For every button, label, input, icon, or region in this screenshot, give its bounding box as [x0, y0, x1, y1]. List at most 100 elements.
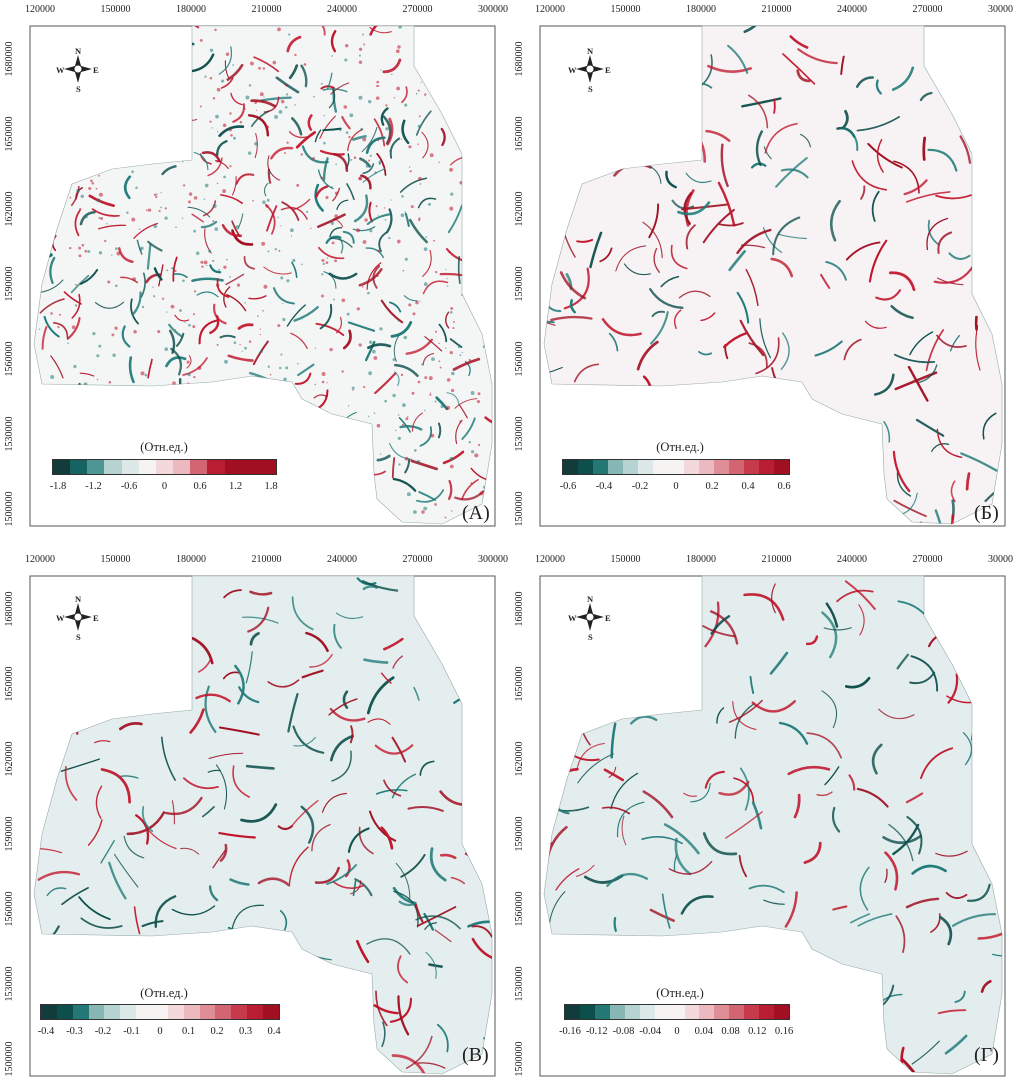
lineament — [549, 891, 566, 923]
lineament — [328, 698, 358, 716]
lineament — [950, 480, 956, 503]
lineament — [352, 135, 367, 141]
lineament — [71, 293, 81, 319]
noise-speckle — [334, 259, 338, 263]
noise-speckle — [151, 362, 153, 365]
lineament — [191, 637, 214, 665]
lineament — [232, 103, 246, 123]
colorbar-segment — [624, 1005, 640, 1019]
lineament — [301, 669, 324, 679]
lineament — [413, 686, 420, 701]
lineament — [225, 273, 245, 286]
noise-speckle — [402, 269, 405, 272]
colorbar-segment — [759, 1005, 775, 1019]
lineament — [653, 247, 661, 273]
lineament — [575, 864, 595, 877]
noise-speckle — [204, 75, 207, 78]
colorbar-segment — [120, 1005, 137, 1019]
lineament — [226, 63, 244, 81]
lineament — [909, 671, 936, 685]
noise-speckle — [286, 141, 289, 144]
lineament — [665, 170, 677, 189]
lineament — [291, 261, 298, 279]
lineament — [329, 227, 343, 238]
noise-speckle — [409, 170, 412, 173]
lineament — [329, 734, 354, 762]
noise-speckle — [245, 95, 250, 100]
lineament — [642, 790, 674, 819]
noise-speckle — [300, 263, 303, 266]
lineament — [864, 320, 887, 329]
lineament — [108, 861, 127, 900]
lineament — [352, 226, 376, 232]
noise-speckle — [182, 161, 184, 163]
colorbar-segment — [247, 1005, 264, 1019]
colorbar-segment — [699, 1005, 715, 1019]
lineament — [728, 250, 746, 272]
noise-speckle — [397, 319, 400, 322]
y-tick-label: 1590000 — [4, 266, 15, 302]
lineament — [394, 371, 400, 386]
lineament — [424, 336, 443, 352]
colorbar-tick-label: -1.2 — [85, 481, 102, 492]
lineament — [366, 938, 411, 955]
noise-speckle — [449, 167, 454, 172]
noise-speckle — [377, 214, 379, 216]
lineament — [926, 217, 949, 251]
lineament — [857, 913, 893, 927]
noise-speckle — [278, 178, 281, 181]
lineament — [750, 162, 767, 169]
lineament — [773, 98, 776, 114]
noise-speckle — [223, 175, 226, 179]
noise-speckle — [84, 217, 87, 219]
lineament — [135, 814, 150, 845]
lineament — [380, 299, 404, 324]
colorbar-tick-label: 0.6 — [777, 481, 791, 492]
lineament — [336, 199, 349, 211]
noise-speckle — [374, 171, 377, 174]
lineament — [982, 412, 997, 440]
noise-speckle — [267, 171, 271, 175]
compass-east: E — [93, 613, 99, 623]
lineament — [678, 290, 711, 299]
noise-speckle — [450, 510, 453, 512]
noise-speckle — [326, 257, 329, 259]
lineament — [844, 580, 876, 610]
lineament — [763, 899, 785, 905]
noise-speckle — [274, 248, 277, 251]
colorbar-segment — [104, 1005, 121, 1019]
noise-speckle — [194, 290, 197, 293]
noise-speckle — [161, 297, 165, 300]
noise-speckle — [262, 200, 266, 204]
lineament — [868, 239, 888, 283]
lineament — [281, 201, 300, 222]
colorbar-segment — [668, 460, 684, 474]
noise-speckle — [138, 228, 141, 230]
lineament — [321, 792, 347, 813]
lineament — [332, 152, 349, 173]
lineament — [823, 627, 852, 631]
lineament — [291, 117, 303, 136]
compass-east: E — [605, 613, 611, 623]
lineament — [439, 272, 464, 277]
noise-speckle — [181, 217, 184, 219]
noise-speckle — [224, 359, 228, 364]
lineament — [720, 143, 729, 188]
panel-label: (Б) — [974, 502, 999, 524]
lineament — [941, 513, 955, 524]
x-tick-label: 150000 — [610, 4, 641, 15]
noise-speckle — [450, 192, 454, 196]
lineament — [389, 137, 401, 159]
noise-speckle — [188, 192, 193, 196]
noise-speckle — [383, 207, 386, 209]
noise-speckle — [197, 366, 202, 371]
colorbar-tick-label: -0.04 — [639, 1026, 662, 1037]
map-panel-c: 120000 150000 180000 210000 240000 270000 3000… — [2, 554, 508, 1079]
lineament — [226, 294, 247, 312]
colorbar-segment — [743, 460, 759, 474]
lineament — [333, 623, 342, 649]
lineament — [890, 305, 914, 320]
x-tick-label: 120000 — [535, 4, 565, 15]
lineament — [896, 653, 910, 670]
lineament — [292, 198, 311, 211]
